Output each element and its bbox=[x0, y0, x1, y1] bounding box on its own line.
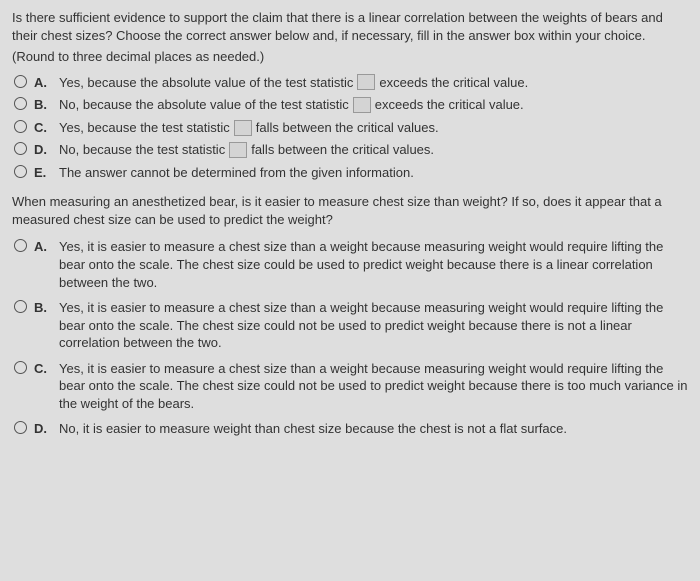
option-label: B. bbox=[34, 96, 52, 114]
option-pre: No, because the test statistic bbox=[59, 141, 225, 159]
q1-option-c[interactable]: C. Yes, because the test statistic falls… bbox=[14, 119, 688, 137]
q1-option-b[interactable]: B. No, because the absolute value of the… bbox=[14, 96, 688, 114]
q2-option-a[interactable]: A. Yes, it is easier to measure a chest … bbox=[14, 238, 688, 291]
option-post: falls between the critical values. bbox=[256, 119, 439, 137]
option-post: falls between the critical values. bbox=[251, 141, 434, 159]
radio-icon[interactable] bbox=[14, 120, 27, 133]
answer-blank[interactable] bbox=[229, 142, 247, 158]
option-text: Yes, it is easier to measure a chest siz… bbox=[59, 238, 688, 291]
answer-blank[interactable] bbox=[357, 74, 375, 90]
radio-icon[interactable] bbox=[14, 239, 27, 252]
q1-instruction: (Round to three decimal places as needed… bbox=[12, 48, 688, 66]
option-text: Yes, because the absolute value of the t… bbox=[59, 74, 688, 92]
option-label: D. bbox=[34, 420, 52, 438]
q1-option-a[interactable]: A. Yes, because the absolute value of th… bbox=[14, 74, 688, 92]
option-text: Yes, it is easier to measure a chest siz… bbox=[59, 360, 688, 413]
option-pre: No, because the absolute value of the te… bbox=[59, 96, 349, 114]
option-label: A. bbox=[34, 74, 52, 92]
option-post: exceeds the critical value. bbox=[379, 74, 528, 92]
radio-icon[interactable] bbox=[14, 75, 27, 88]
option-text: No, it is easier to measure weight than … bbox=[59, 420, 688, 438]
option-pre: Yes, because the test statistic bbox=[59, 119, 230, 137]
option-text: No, because the absolute value of the te… bbox=[59, 96, 688, 114]
option-label: E. bbox=[34, 164, 52, 182]
radio-icon[interactable] bbox=[14, 142, 27, 155]
q1-prompt: Is there sufficient evidence to support … bbox=[12, 9, 688, 44]
radio-icon[interactable] bbox=[14, 421, 27, 434]
option-text: Yes, it is easier to measure a chest siz… bbox=[59, 299, 688, 352]
option-post: exceeds the critical value. bbox=[375, 96, 524, 114]
q1-option-d[interactable]: D. No, because the test statistic falls … bbox=[14, 141, 688, 159]
option-label: C. bbox=[34, 360, 52, 378]
radio-icon[interactable] bbox=[14, 361, 27, 374]
radio-icon[interactable] bbox=[14, 165, 27, 178]
answer-blank[interactable] bbox=[234, 120, 252, 136]
option-label: C. bbox=[34, 119, 52, 137]
q2-option-d[interactable]: D. No, it is easier to measure weight th… bbox=[14, 420, 688, 438]
q2-option-c[interactable]: C. Yes, it is easier to measure a chest … bbox=[14, 360, 688, 413]
radio-icon[interactable] bbox=[14, 97, 27, 110]
option-text: No, because the test statistic falls bet… bbox=[59, 141, 688, 159]
q1-option-e[interactable]: E. The answer cannot be determined from … bbox=[14, 164, 688, 182]
option-pre: Yes, because the absolute value of the t… bbox=[59, 74, 353, 92]
answer-blank[interactable] bbox=[353, 97, 371, 113]
option-label: B. bbox=[34, 299, 52, 317]
option-text-full: The answer cannot be determined from the… bbox=[59, 164, 414, 182]
option-label: D. bbox=[34, 141, 52, 159]
q2-option-b[interactable]: B. Yes, it is easier to measure a chest … bbox=[14, 299, 688, 352]
option-text: The answer cannot be determined from the… bbox=[59, 164, 688, 182]
radio-icon[interactable] bbox=[14, 300, 27, 313]
option-text: Yes, because the test statistic falls be… bbox=[59, 119, 688, 137]
option-label: A. bbox=[34, 238, 52, 256]
q2-prompt: When measuring an anesthetized bear, is … bbox=[12, 193, 688, 228]
